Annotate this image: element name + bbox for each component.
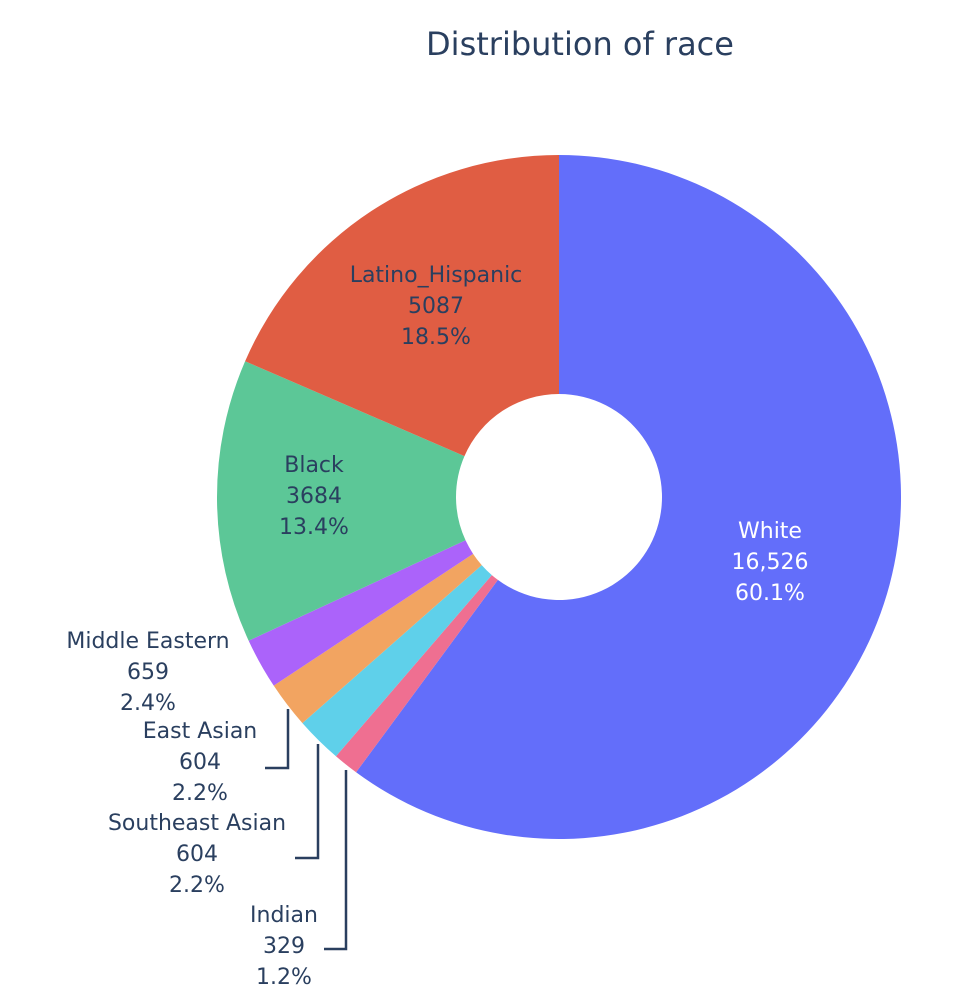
slice-name-label-white: White [738,519,802,544]
slice-value-label-white: 16,526 [732,550,809,575]
slice-value-label-east-asian: 604 [179,750,221,775]
slice-indian[interactable] [335,575,498,773]
slice-name-label-black: Black [284,453,344,478]
slice-name-label-middle-eastern: Middle Eastern [66,629,229,654]
slice-label-indian: Indian 329 1.2% [250,903,318,990]
slice-percent-label-latino-hispanic: 18.5% [401,325,471,350]
slice-percent-label-east-asian: 2.2% [172,781,228,806]
slice-label-latino-hispanic: Latino_Hispanic 5087 18.5% [350,263,523,350]
slice-labels: White 16,526 60.1% Indian 329 1.2% Southeast A… [66,263,808,990]
slice-percent-label-middle-eastern: 2.4% [120,691,176,716]
slice-middle-eastern[interactable] [248,540,474,686]
slice-black[interactable] [217,361,466,641]
slice-value-label-black: 3684 [286,484,342,509]
slice-label-southeast-asian: Southeast Asian 604 2.2% [108,811,286,898]
slice-value-label-middle-eastern: 659 [127,660,169,685]
slice-value-label-southeast-asian: 604 [176,842,218,867]
chart-title: Distribution of race [426,25,734,63]
slice-name-label-southeast-asian: Southeast Asian [108,811,286,836]
slice-label-east-asian: East Asian 604 2.2% [143,719,258,806]
slice-percent-label-indian: 1.2% [256,965,312,990]
slice-southeast-asian[interactable] [302,565,492,757]
slice-east-asian[interactable] [273,553,482,724]
slice-label-middle-eastern: Middle Eastern 659 2.4% [66,629,229,716]
slice-percent-label-white: 60.1% [735,581,805,606]
slice-latino-hispanic[interactable] [245,155,559,457]
leader-line-southeast-asian [295,744,320,860]
leader-line-indian [324,770,348,951]
slice-name-label-indian: Indian [250,903,318,928]
slices-layer [217,155,901,839]
slice-value-label-latino-hispanic: 5087 [408,294,464,319]
slice-label-black: Black 3684 13.4% [279,453,349,540]
slice-value-label-indian: 329 [263,934,305,959]
slice-label-white: White 16,526 60.1% [732,519,809,606]
slice-percent-label-southeast-asian: 2.2% [169,873,225,898]
slice-percent-label-black: 13.4% [279,515,349,540]
slice-name-label-latino-hispanic: Latino_Hispanic [350,263,523,288]
slice-name-label-east-asian: East Asian [143,719,258,744]
leader-lines [265,709,348,951]
leader-line-east-asian [265,709,290,770]
slice-white[interactable] [356,155,901,839]
